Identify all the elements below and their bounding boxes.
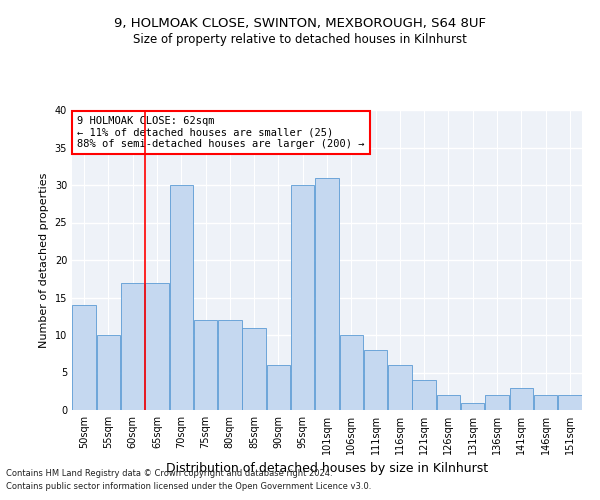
Bar — [291, 185, 314, 410]
Bar — [364, 350, 388, 410]
Bar — [218, 320, 242, 410]
Bar — [412, 380, 436, 410]
Bar — [485, 395, 509, 410]
Bar — [266, 365, 290, 410]
Text: Contains public sector information licensed under the Open Government Licence v3: Contains public sector information licen… — [6, 482, 371, 491]
Bar — [121, 282, 145, 410]
Bar — [315, 178, 339, 410]
Y-axis label: Number of detached properties: Number of detached properties — [39, 172, 49, 348]
Bar — [534, 395, 557, 410]
Bar — [73, 305, 96, 410]
X-axis label: Distribution of detached houses by size in Kilnhurst: Distribution of detached houses by size … — [166, 462, 488, 475]
Bar — [340, 335, 363, 410]
Bar — [437, 395, 460, 410]
Bar — [461, 402, 484, 410]
Text: Contains HM Land Registry data © Crown copyright and database right 2024.: Contains HM Land Registry data © Crown c… — [6, 468, 332, 477]
Bar — [509, 388, 533, 410]
Bar — [194, 320, 217, 410]
Bar — [97, 335, 120, 410]
Bar — [145, 282, 169, 410]
Text: 9 HOLMOAK CLOSE: 62sqm
← 11% of detached houses are smaller (25)
88% of semi-det: 9 HOLMOAK CLOSE: 62sqm ← 11% of detached… — [77, 116, 365, 149]
Text: 9, HOLMOAK CLOSE, SWINTON, MEXBOROUGH, S64 8UF: 9, HOLMOAK CLOSE, SWINTON, MEXBOROUGH, S… — [114, 18, 486, 30]
Bar — [558, 395, 581, 410]
Bar — [388, 365, 412, 410]
Bar — [170, 185, 193, 410]
Bar — [242, 328, 266, 410]
Text: Size of property relative to detached houses in Kilnhurst: Size of property relative to detached ho… — [133, 32, 467, 46]
